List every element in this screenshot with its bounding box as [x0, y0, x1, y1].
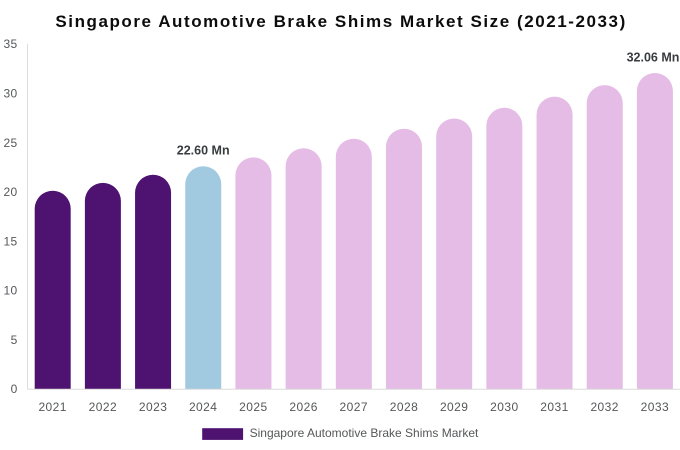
svg-text:2024: 2024 [189, 400, 218, 414]
svg-text:0: 0 [11, 382, 18, 396]
svg-text:Singapore Automotive Brake Shi: Singapore Automotive Brake Shims Market [250, 426, 479, 440]
svg-text:2025: 2025 [239, 400, 268, 414]
svg-text:35: 35 [3, 37, 17, 51]
svg-text:2029: 2029 [440, 400, 469, 414]
svg-text:2022: 2022 [89, 400, 118, 414]
svg-text:2023: 2023 [139, 400, 168, 414]
svg-text:2031: 2031 [540, 400, 569, 414]
svg-text:15: 15 [3, 234, 17, 248]
svg-text:22.60 Mn: 22.60 Mn [177, 143, 230, 157]
svg-text:2021: 2021 [38, 400, 67, 414]
svg-text:Singapore Automotive Brake Shi: Singapore Automotive Brake Shims Market … [55, 12, 626, 31]
svg-text:30: 30 [3, 87, 17, 101]
svg-text:5: 5 [11, 333, 18, 347]
svg-text:10: 10 [3, 284, 17, 298]
svg-text:2033: 2033 [641, 400, 670, 414]
svg-text:25: 25 [3, 136, 17, 150]
svg-text:2028: 2028 [390, 400, 419, 414]
svg-text:20: 20 [3, 185, 17, 199]
svg-text:2030: 2030 [490, 400, 519, 414]
svg-text:32.06 Mn: 32.06 Mn [627, 50, 680, 64]
svg-text:2026: 2026 [289, 400, 318, 414]
svg-text:2032: 2032 [590, 400, 619, 414]
svg-text:2027: 2027 [340, 400, 369, 414]
